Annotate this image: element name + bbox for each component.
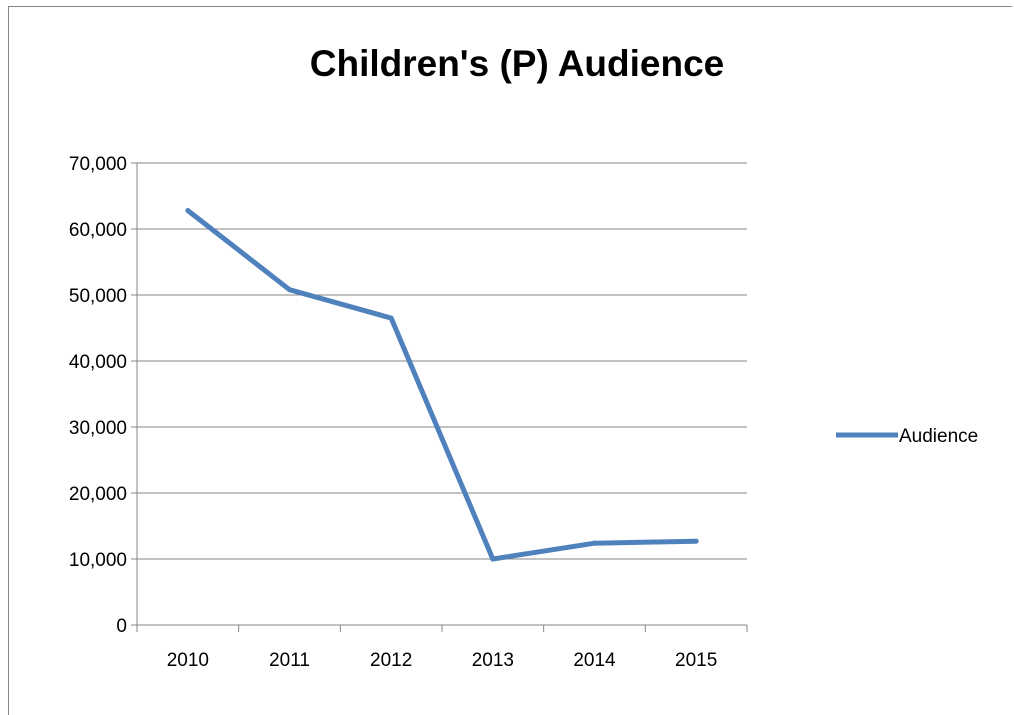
- series-layer: [185, 208, 699, 562]
- y-tick-label: 60,000: [69, 220, 127, 241]
- legend: Audience: [836, 426, 978, 447]
- data-point: [592, 540, 597, 546]
- y-tick-label: 20,000: [69, 484, 127, 505]
- x-tick-label: 2013: [472, 650, 514, 671]
- y-tick-label: 0: [116, 616, 127, 637]
- x-tick-label: 2014: [573, 650, 616, 671]
- x-tick-label: 2010: [167, 650, 209, 671]
- legend-label-audience: Audience: [899, 426, 978, 447]
- y-tick-label: 40,000: [69, 352, 127, 373]
- gridlines: [137, 162, 747, 560]
- y-tick-label: 10,000: [69, 550, 127, 571]
- y-tick-label: 50,000: [69, 286, 127, 307]
- data-point: [693, 538, 699, 544]
- y-tick-label: 30,000: [69, 418, 127, 439]
- series-line-audience: [186, 208, 697, 562]
- data-point: [185, 208, 191, 214]
- x-tick-label: 2012: [370, 650, 412, 671]
- x-tick-label: 2011: [269, 650, 310, 671]
- data-point: [388, 315, 394, 321]
- axes: 0 10,000 20,000 30,000 40,000 50,000 60,000 70,…: [69, 154, 748, 671]
- data-point: [287, 287, 292, 293]
- data-point: [490, 556, 496, 562]
- x-tick-label: 2015: [675, 650, 717, 671]
- y-tick-label: 70,000: [69, 154, 127, 175]
- chart-title: Children's (P) Audience: [310, 43, 724, 84]
